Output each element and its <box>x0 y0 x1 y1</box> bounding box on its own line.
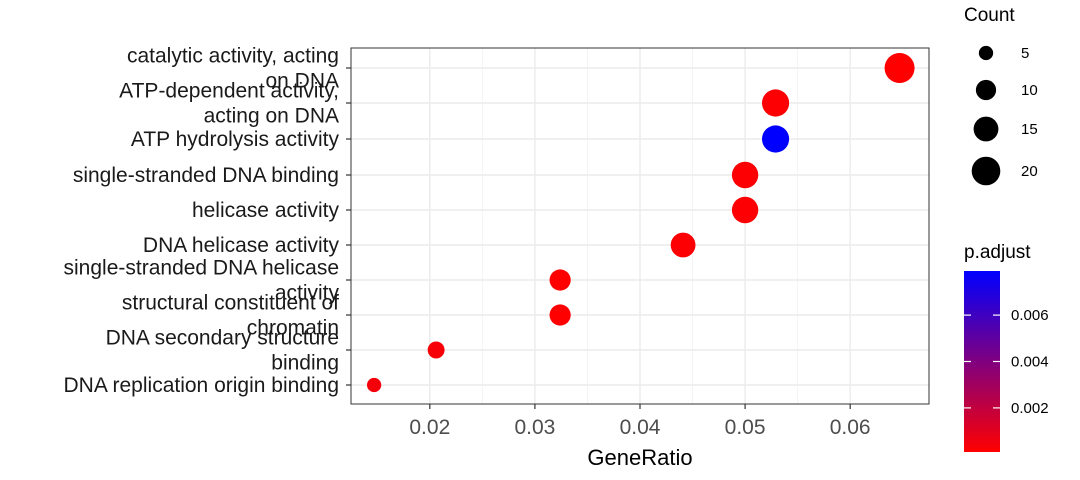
count-legend-key <box>975 79 997 101</box>
data-points <box>366 52 915 393</box>
count-legend-label: 5 <box>1021 45 1029 62</box>
y-tick-label: activity <box>275 282 340 305</box>
data-point <box>884 52 915 84</box>
count-legend-key <box>971 156 1001 186</box>
y-tick-label: helicase activity <box>192 199 340 222</box>
data-point <box>761 89 790 117</box>
x-axis-title: GeneRatio <box>587 445 692 470</box>
p-adjust-legend: p.adjust 0.006 0.004 0.002 <box>964 242 1049 452</box>
p-adjust-legend-label: 0.004 <box>1011 354 1049 371</box>
y-tick-label: single-stranded DNA helicase <box>64 257 339 280</box>
x-tick-label: 0.04 <box>620 416 661 439</box>
y-tick-label: DNA replication origin binding <box>64 374 340 397</box>
grid-lines <box>351 48 929 404</box>
data-point <box>731 196 759 224</box>
y-tick-label: single-stranded DNA binding <box>73 164 339 187</box>
count-legend-key <box>973 116 999 142</box>
data-point <box>549 269 571 291</box>
count-legend-key <box>978 45 994 61</box>
x-tick-label: 0.02 <box>409 416 450 439</box>
y-tick-label: acting on DNA <box>204 105 339 128</box>
y-tick-label: DNA secondary structure <box>106 327 339 350</box>
y-tick-label: chromatin <box>247 317 339 340</box>
data-point <box>366 377 382 393</box>
y-tick-label: ATP-dependent activity, <box>119 80 339 103</box>
data-point <box>761 125 790 153</box>
y-tick-label: binding <box>271 352 339 375</box>
x-tick-label: 0.03 <box>514 416 555 439</box>
y-tick-label: DNA helicase activity <box>143 234 340 257</box>
p-adjust-legend-label: 0.006 <box>1011 307 1049 324</box>
data-point <box>549 304 571 326</box>
data-point <box>670 232 696 258</box>
x-tick-label: 0.06 <box>830 416 871 439</box>
count-legend: Count 5 10 15 20 <box>964 5 1038 186</box>
count-legend-title: Count <box>964 5 1015 26</box>
y-tick-label: structural constituent of <box>122 292 339 315</box>
y-tick-label: catalytic activity, acting <box>127 45 339 68</box>
data-point <box>731 161 759 189</box>
y-tick-label: ATP hydrolysis activity <box>131 128 340 151</box>
count-legend-label: 10 <box>1021 82 1038 99</box>
x-tick-label: 0.05 <box>725 416 766 439</box>
count-legend-label: 15 <box>1021 121 1038 138</box>
y-tick-label: on DNA <box>265 70 339 93</box>
p-adjust-legend-label: 0.002 <box>1011 400 1049 417</box>
count-legend-label: 20 <box>1021 163 1038 180</box>
data-point <box>427 341 445 359</box>
x-axis: 0.02 0.03 0.04 0.05 0.06 <box>409 404 871 439</box>
p-adjust-legend-title: p.adjust <box>964 242 1031 263</box>
